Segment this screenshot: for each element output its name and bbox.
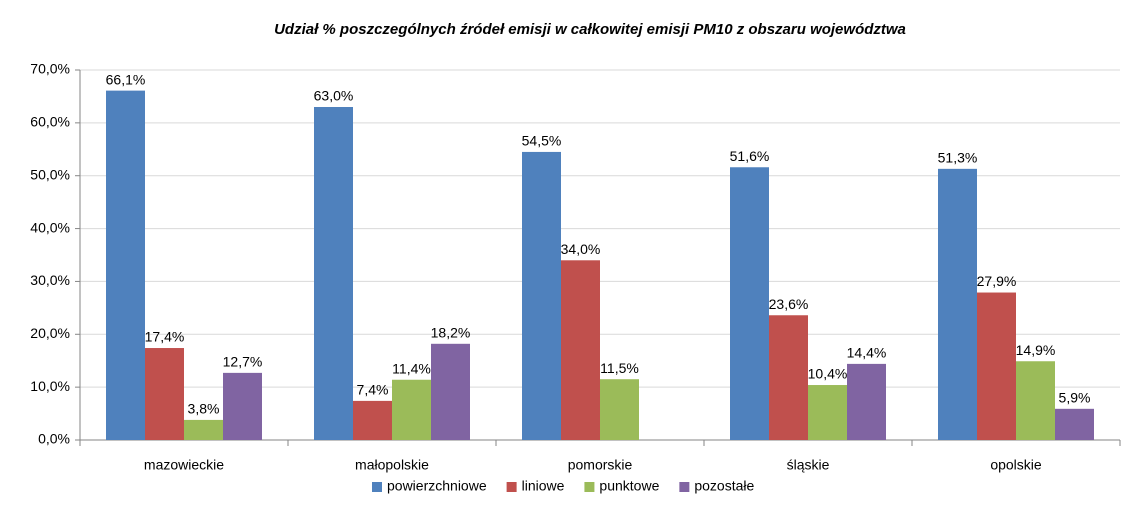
value-label: 5,9%: [1059, 390, 1091, 406]
y-tick-label: 70,0%: [30, 61, 70, 77]
bar: [392, 379, 431, 440]
value-label: 18,2%: [431, 325, 471, 341]
value-label: 3,8%: [188, 401, 220, 417]
legend-label: liniowe: [522, 478, 565, 494]
bar: [106, 90, 145, 440]
bar: [431, 343, 470, 440]
value-label: 63,0%: [314, 88, 354, 104]
legend-label: powierzchniowe: [387, 478, 487, 494]
x-tick-label: śląskie: [787, 457, 830, 473]
legend-swatch: [679, 482, 690, 492]
legend-swatch: [372, 482, 382, 492]
x-tick-label: mazowieckie: [144, 457, 224, 473]
bar: [522, 151, 561, 440]
value-label: 51,6%: [730, 148, 770, 164]
value-label: 14,4%: [847, 345, 887, 361]
legend-swatch: [506, 482, 517, 492]
bar: [977, 292, 1016, 440]
x-tick-label: małopolskie: [355, 457, 429, 473]
bar: [847, 363, 886, 440]
y-tick-label: 40,0%: [30, 219, 70, 235]
value-label: 17,4%: [145, 329, 185, 345]
value-label: 51,3%: [938, 150, 978, 166]
bar: [730, 167, 769, 440]
value-label: 54,5%: [522, 133, 562, 149]
x-tick-label: pomorskie: [568, 457, 633, 473]
value-label: 23,6%: [769, 296, 809, 312]
legend-label: punktowe: [599, 478, 659, 494]
value-label: 14,9%: [1016, 342, 1056, 358]
value-label: 34,0%: [561, 241, 601, 257]
bar: [145, 348, 184, 440]
value-label: 11,5%: [600, 360, 639, 376]
y-tick-label: 60,0%: [30, 114, 70, 130]
y-tick-label: 0,0%: [38, 431, 70, 447]
value-label: 10,4%: [808, 366, 848, 382]
bar: [769, 315, 808, 440]
value-label: 12,7%: [223, 354, 263, 370]
y-tick-label: 20,0%: [30, 325, 70, 341]
y-tick-label: 50,0%: [30, 166, 70, 182]
legend-swatch: [584, 482, 595, 492]
value-label: 66,1%: [106, 71, 146, 87]
bar: [353, 400, 392, 440]
legend-label: pozostałe: [694, 478, 754, 494]
value-label: 11,4%: [392, 360, 431, 376]
x-tick-label: opolskie: [990, 457, 1042, 473]
bar: [184, 419, 223, 440]
bar: [808, 385, 847, 440]
bar: [1016, 361, 1055, 440]
y-tick-label: 10,0%: [30, 378, 70, 394]
bar: [600, 379, 639, 440]
y-tick-label: 30,0%: [30, 272, 70, 288]
chart-title: Udział % poszczególnych źródeł emisji w …: [274, 21, 906, 38]
bar: [938, 168, 977, 441]
bar: [561, 260, 600, 440]
bar: [223, 372, 262, 440]
bar: [1055, 408, 1094, 440]
bar: [314, 107, 353, 440]
value-label: 7,4%: [357, 382, 389, 398]
value-label: 27,9%: [977, 273, 1017, 289]
